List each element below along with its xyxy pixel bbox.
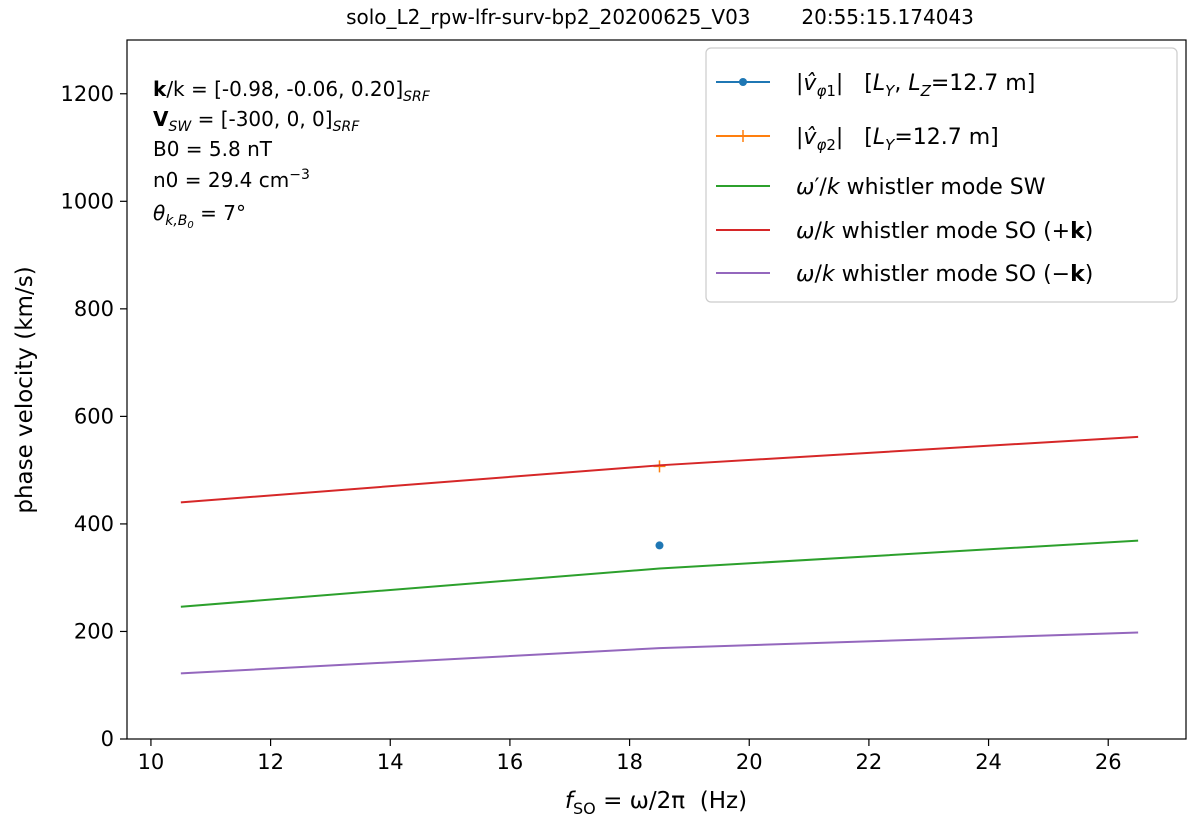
legend: |v̂φ1| [LY, LZ=12.7 m] |v̂φ2| [LY=12.7 m… (705, 47, 1178, 303)
annotation-vsw: VSW = [-300, 0, 0]SRF (153, 107, 360, 135)
x-tick-label: 14 (377, 750, 404, 774)
series-line-4 (180, 631, 1139, 675)
legend-box (705, 47, 1178, 303)
annotation-block: k/k = [-0.98, -0.06, 0.20]SRF VSW = [-30… (153, 77, 431, 231)
series-line-2 (180, 539, 1139, 608)
x-tick-label: 10 (138, 750, 165, 774)
x-tick-label: 22 (856, 750, 883, 774)
y-axis-ticks: 0 200 400 600 800 1000 1200 (61, 82, 127, 751)
series-layer (180, 435, 1139, 675)
y-axis-label: phase velocity (km/s) (12, 266, 38, 513)
x-tick-label: 26 (1095, 750, 1122, 774)
x-axis-label-rest: = ω/2π (Hz) (596, 788, 747, 814)
legend-marker-vphi1 (739, 78, 747, 86)
annotation-k-vector: k/k = [-0.98, -0.06, 0.20]SRF (153, 77, 431, 105)
legend-label-so-plus: ω/k whistler mode SO (+k) (796, 219, 1093, 244)
x-tick-label: 24 (975, 750, 1002, 774)
y-tick-label: 800 (74, 297, 114, 321)
y-tick-label: 600 (74, 404, 114, 428)
x-axis-ticks: 10 12 14 16 18 20 22 24 26 (138, 739, 1122, 774)
y-tick-label: 1200 (61, 82, 114, 106)
x-axis-label: fSO = ω/2π (Hz) (565, 788, 747, 818)
y-tick-label: 400 (74, 512, 114, 536)
x-axis-label-sub: SO (573, 799, 596, 818)
y-tick-label: 200 (74, 619, 114, 643)
plot-frame (126, 39, 1187, 740)
series-line-3 (180, 435, 1139, 504)
annotation-theta: θk,B0 = 7° (153, 201, 246, 231)
legend-label-sw: ω′/k whistler mode SW (796, 175, 1046, 200)
annotation-b0: B0 = 5.8 nT (153, 137, 273, 161)
series-point-0 (655, 541, 664, 550)
legend-label-vphi1: |v̂φ1| [LY, LZ=12.7 m] (796, 71, 1035, 100)
x-tick-label: 16 (497, 750, 524, 774)
chart-title: solo_L2_rpw-lfr-surv-bp2_20200625_V03 20… (346, 5, 974, 29)
x-tick-label: 20 (736, 750, 763, 774)
legend-label-so-minus: ω/k whistler mode SO (−k) (796, 262, 1093, 287)
y-tick-label: 1000 (61, 189, 114, 213)
x-tick-label: 18 (616, 750, 643, 774)
x-axis-label-f: f (565, 788, 576, 814)
annotation-n0: n0 = 29.4 cm−3 (153, 167, 310, 192)
y-tick-label: 0 (101, 727, 114, 751)
legend-label-vphi2: |v̂φ2| [LY=12.7 m] (796, 125, 999, 154)
x-tick-label: 12 (257, 750, 284, 774)
